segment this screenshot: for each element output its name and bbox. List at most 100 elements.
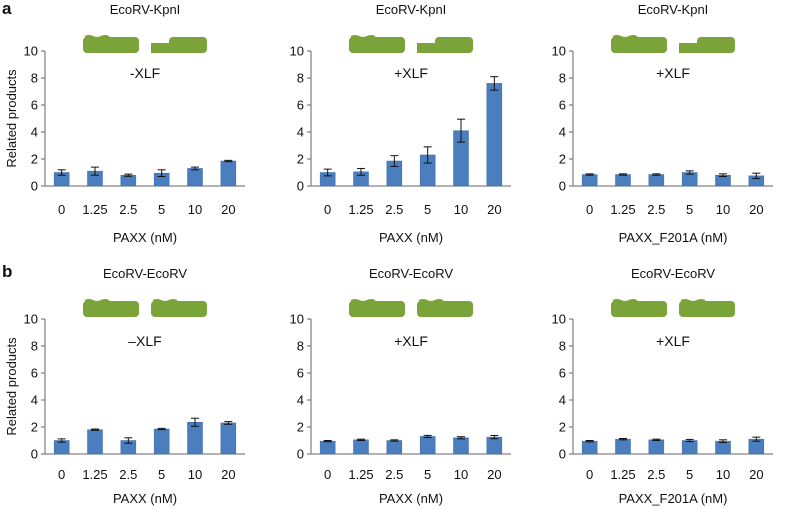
- x-tick-label: 5: [158, 467, 165, 482]
- y-tick-label: 4: [297, 393, 304, 408]
- bar: [615, 174, 631, 187]
- y-tick-label: 0: [31, 179, 38, 194]
- x-tick-label: 5: [686, 202, 693, 217]
- x-tick-label: 10: [188, 467, 202, 482]
- bar: [220, 160, 237, 187]
- bar: [120, 174, 137, 187]
- x-tick-label: 5: [424, 467, 431, 482]
- condition-annotation: +XLF: [656, 65, 690, 81]
- dna-fragment-left-wave: [612, 299, 638, 303]
- x-axis-title: PAXX_F201A (nM): [619, 230, 728, 245]
- y-tick-label: 6: [297, 366, 304, 381]
- dna-fragment-left-body: [83, 37, 139, 53]
- bar: [615, 438, 631, 455]
- x-tick-label: 1.25: [348, 467, 373, 482]
- condition-annotation: +XLF: [394, 65, 428, 81]
- x-tick-label: 20: [221, 467, 235, 482]
- y-tick-label: 2: [559, 420, 566, 435]
- x-tick-label: 10: [454, 202, 468, 217]
- x-tick-label: 1.25: [348, 202, 373, 217]
- chart-a-1: EcoRV-KpnI 0 2 4 6 8 10 +XLF 0 1.25 2.5 5 10 20 PAXX (…: [290, 2, 511, 245]
- chart-a-0: EcoRV-KpnI 0 2 4 6 8 10 Related products -XLF 0 1.…: [4, 2, 245, 245]
- panel-letter-b: b: [2, 262, 12, 281]
- y-tick-label: 6: [559, 366, 566, 381]
- x-tick-label: 2.5: [647, 467, 665, 482]
- dna-fragment-right-body: [417, 301, 473, 317]
- x-tick-label: 20: [487, 467, 501, 482]
- dna-fragment-left: [83, 299, 139, 317]
- bar: [319, 440, 336, 455]
- substrate-label: EcoRV-EcoRV: [631, 266, 715, 281]
- y-tick-label: 8: [297, 71, 304, 86]
- dna-fragment-left: [611, 35, 667, 53]
- dna-fragment-left-wave: [612, 35, 638, 39]
- dna-fragment-left-body: [611, 301, 667, 317]
- x-tick-label: 5: [424, 202, 431, 217]
- x-tick-label: 0: [324, 202, 331, 217]
- bar: [681, 440, 698, 455]
- dna-fragment-right-body: [435, 37, 473, 53]
- x-axis-title: PAXX (nM): [113, 230, 177, 245]
- dna-fragment-left-wave: [350, 299, 376, 303]
- dna-fragment-left-wave: [84, 35, 110, 39]
- condition-annotation: +XLF: [656, 333, 690, 349]
- y-tick-label: 0: [297, 179, 304, 194]
- y-tick-label: 10: [24, 44, 38, 59]
- dna-fragment-left-body: [349, 37, 405, 53]
- y-tick-label: 4: [559, 393, 566, 408]
- dna-fragment-left: [611, 299, 667, 317]
- y-tick-label: 0: [297, 447, 304, 462]
- chart-a-2: EcoRV-KpnI 0 2 4 6 8 10 +XLF 0 1.25 2.5 5 10 20 PAXX_F…: [552, 2, 773, 245]
- x-tick-label: 2.5: [647, 202, 665, 217]
- dna-overhang-step: [417, 43, 439, 53]
- dna-fragment-left: [349, 299, 405, 317]
- dna-overhang-step: [679, 43, 701, 53]
- x-tick-label: 5: [158, 202, 165, 217]
- y-tick-label: 4: [297, 125, 304, 140]
- y-tick-label: 2: [559, 152, 566, 167]
- bar: [187, 168, 203, 187]
- y-axis-title: Related products: [4, 69, 19, 168]
- y-tick-label: 6: [559, 98, 566, 113]
- x-tick-label: 10: [188, 202, 202, 217]
- dna-fragment-left: [349, 35, 405, 53]
- x-tick-label: 10: [454, 467, 468, 482]
- y-tick-label: 2: [297, 152, 304, 167]
- y-tick-label: 8: [559, 71, 566, 86]
- y-tick-label: 8: [31, 71, 38, 86]
- bar: [87, 429, 103, 455]
- x-tick-label: 0: [586, 467, 593, 482]
- x-tick-label: 2.5: [119, 202, 137, 217]
- y-tick-label: 2: [31, 420, 38, 435]
- x-tick-label: 1.25: [82, 467, 107, 482]
- dna-fragment-right: [679, 37, 735, 53]
- x-tick-label: 2.5: [119, 467, 137, 482]
- dna-fragment-right-wave: [418, 299, 444, 303]
- dna-fragment-left: [83, 35, 139, 53]
- substrate-label: EcoRV-KpnI: [110, 2, 181, 17]
- bar: [486, 436, 503, 455]
- y-tick-label: 6: [31, 98, 38, 113]
- y-tick-label: 8: [297, 339, 304, 354]
- y-tick-label: 4: [559, 125, 566, 140]
- x-tick-label: 20: [749, 202, 763, 217]
- x-tick-label: 2.5: [385, 202, 403, 217]
- x-tick-label: 0: [324, 467, 331, 482]
- bar: [386, 440, 403, 455]
- condition-annotation: +XLF: [394, 333, 428, 349]
- dna-fragment-right: [417, 37, 473, 53]
- bar: [220, 422, 237, 455]
- dna-fragment-right-body: [679, 301, 735, 317]
- x-axis-title: PAXX (nM): [379, 230, 443, 245]
- x-tick-label: 0: [58, 467, 65, 482]
- y-tick-label: 10: [552, 44, 566, 59]
- y-axis-title: Related products: [4, 337, 19, 436]
- dna-fragment-right-body: [169, 37, 207, 53]
- y-tick-label: 6: [31, 366, 38, 381]
- condition-annotation: –XLF: [128, 333, 161, 349]
- bar: [419, 436, 436, 455]
- dna-fragment-right-body: [151, 301, 207, 317]
- x-tick-label: 1.25: [610, 202, 635, 217]
- y-tick-label: 0: [31, 447, 38, 462]
